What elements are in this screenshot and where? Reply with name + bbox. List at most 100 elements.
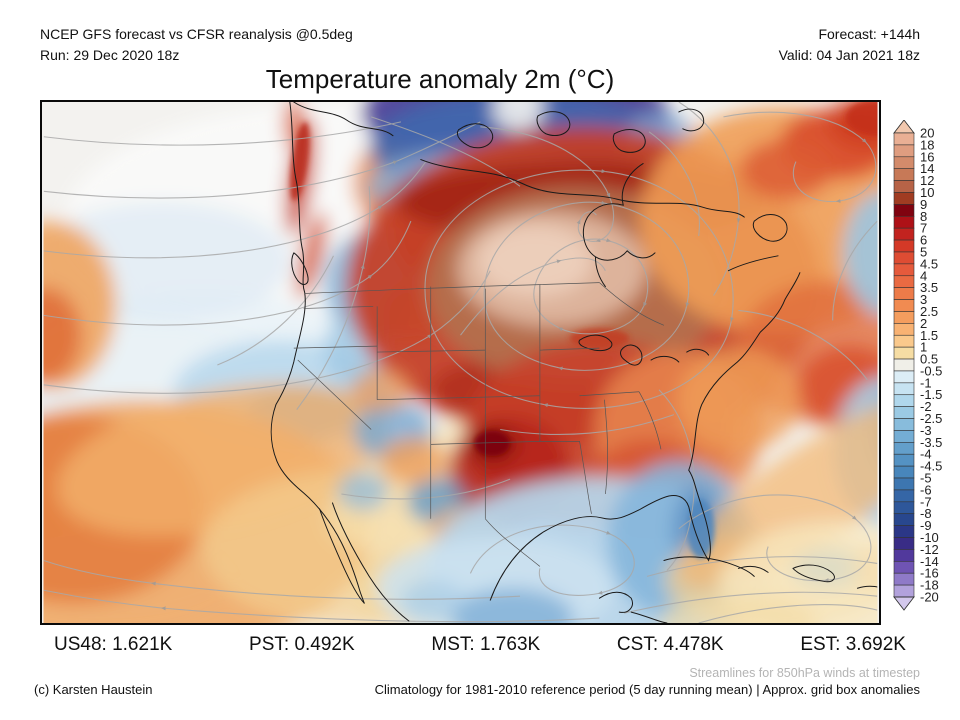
colorbar-cell [893, 132, 915, 146]
anomaly-field-layer [43, 102, 878, 623]
colorbar-cell [893, 204, 915, 217]
colorbar-tick-label: -0.5 [920, 363, 942, 378]
colorbar-cell [893, 501, 915, 515]
colorbar-tick-label: 3 [920, 292, 927, 307]
colorbar-cell [893, 287, 915, 300]
anomaly-map [40, 100, 881, 625]
colorbar-cell [893, 418, 915, 431]
stat-cst: CST: 4.478K [616, 634, 724, 655]
colorbar-tick-label: 1 [920, 340, 927, 355]
colorbar-tick-label: 12 [920, 173, 934, 188]
stat-pst: PST: 0.492K [249, 634, 355, 655]
colorbar-cell [893, 275, 915, 288]
colorbar-cell [893, 239, 915, 253]
colorbar-tick-label: -2.5 [920, 411, 942, 426]
colorbar-cell [893, 168, 915, 181]
colorbar-cell [893, 465, 915, 479]
stat-mst: MST: 1.763K [431, 634, 541, 655]
colorbar-cell [893, 346, 915, 360]
colorbar-tick-label: 2 [920, 316, 927, 331]
credit-text: (c) Karsten Haustein [34, 682, 153, 697]
coastlines-layer [270, 102, 878, 623]
colorbar-tick-label: -2 [920, 399, 932, 414]
stat-us48: US48: 1.621K [54, 634, 173, 655]
colorbar-cell [893, 489, 915, 503]
colorbar-tick-label: -10 [920, 530, 939, 545]
colorbar-tick-label: -20 [920, 590, 939, 605]
colorbar-cell [893, 156, 915, 169]
colorbar-tick-label: 5 [920, 244, 927, 259]
colorbar-cell [893, 215, 915, 229]
colorbar-tick-label: 2.5 [920, 304, 938, 319]
colorbar-tick-label: -14 [920, 554, 939, 569]
colorbar-cell [893, 334, 915, 348]
colorbar-cell [893, 584, 915, 598]
streamlines-layer [43, 102, 878, 623]
valid-line: Valid: 04 Jan 2021 18z [778, 47, 920, 63]
colorbar-tick-label: -3.5 [920, 435, 942, 450]
colorbar-svg: 201816141210987654.543.532.521.510.5-0.5… [893, 119, 942, 611]
borders-layer [293, 282, 665, 567]
colorbar-tick-label: -5 [920, 471, 932, 486]
colorbar-cell [893, 537, 915, 550]
colorbar-cell [893, 513, 915, 526]
regional-stats-row: US48: 1.621K PST: 0.492K MST: 1.763K CST: 4… [40, 634, 920, 656]
streamline-note: Streamlines for 850hPa winds at timestep [689, 666, 920, 680]
run-line: Run: 29 Dec 2020 18z [40, 47, 180, 63]
climatology-note: Climatology for 1981-2010 reference peri… [374, 682, 920, 697]
colorbar-cell [893, 394, 915, 407]
colorbar-cell [893, 406, 915, 419]
colorbar-cell [893, 370, 915, 384]
colorbar-tick-label: 14 [920, 161, 934, 176]
model-line: NCEP GFS forecast vs CFSR reanalysis @0.… [40, 26, 353, 42]
colorbar-cell [893, 299, 915, 312]
colorbar-tick-label: 6 [920, 233, 927, 248]
colorbar-cell [893, 525, 915, 538]
forecast-line: Forecast: +144h [818, 26, 920, 42]
header-right: Forecast: +144h Valid: 04 Jan 2021 18z [779, 24, 920, 66]
colorbar-tick-label: 20 [920, 126, 934, 141]
colorbar: 20 18 16 14 12 10 9 8 7 6 5 4.5 4 3.5 3 2.5 2 1.5 1 0.5 -0.5… [893, 119, 959, 620]
colorbar-tick-label: -12 [920, 542, 939, 557]
stat-est: EST: 3.692K [800, 634, 906, 655]
colorbar-tick-label: -4.5 [920, 459, 942, 474]
colorbar-arrow-up [893, 119, 915, 134]
colorbar-tick-label: 8 [920, 209, 927, 224]
colorbar-cell [893, 251, 915, 265]
colorbar-tick-label: -7 [920, 494, 932, 509]
colorbar-arrow-down [893, 596, 915, 611]
colorbar-cell [893, 430, 915, 443]
colorbar-tick-label: -9 [920, 518, 932, 533]
colorbar-tick-label: 10 [920, 185, 934, 200]
anomaly-map-svg [43, 102, 878, 623]
colorbar-tick-label: 4.5 [920, 256, 938, 271]
colorbar-tick-label: -18 [920, 578, 939, 593]
colorbar-tick-label: 18 [920, 137, 934, 152]
colorbar-cell [893, 227, 915, 241]
colorbar-tick-label: -4 [920, 447, 932, 462]
colorbar-cell [893, 192, 915, 205]
colorbar-tick-label: 9 [920, 197, 927, 212]
colorbar-cell [893, 453, 915, 467]
colorbar-tick-label: -3 [920, 423, 932, 438]
colorbar-tick-label: 16 [920, 149, 934, 164]
colorbar-tick-label: 7 [920, 221, 927, 236]
colorbar-cell [893, 263, 915, 277]
colorbar-cell [893, 442, 915, 455]
colorbar-tick-label: 4 [920, 268, 927, 283]
header-left: NCEP GFS forecast vs CFSR reanalysis @0.… [40, 24, 353, 66]
colorbar-tick-label: 3.5 [920, 280, 938, 295]
colorbar-cell [893, 572, 915, 586]
colorbar-tick-label: -6 [920, 482, 932, 497]
colorbar-cell [893, 180, 915, 193]
colorbar-cell [893, 358, 915, 372]
colorbar-cell [893, 311, 915, 324]
colorbar-cell [893, 382, 915, 396]
colorbar-cell [893, 144, 915, 158]
colorbar-tick-label: 1.5 [920, 328, 938, 343]
colorbar-tick-label: -1 [920, 375, 932, 390]
colorbar-cell [893, 561, 915, 574]
colorbar-tick-label: 0.5 [920, 352, 938, 367]
page-title: Temperature anomaly 2m (°C) [265, 64, 615, 94]
